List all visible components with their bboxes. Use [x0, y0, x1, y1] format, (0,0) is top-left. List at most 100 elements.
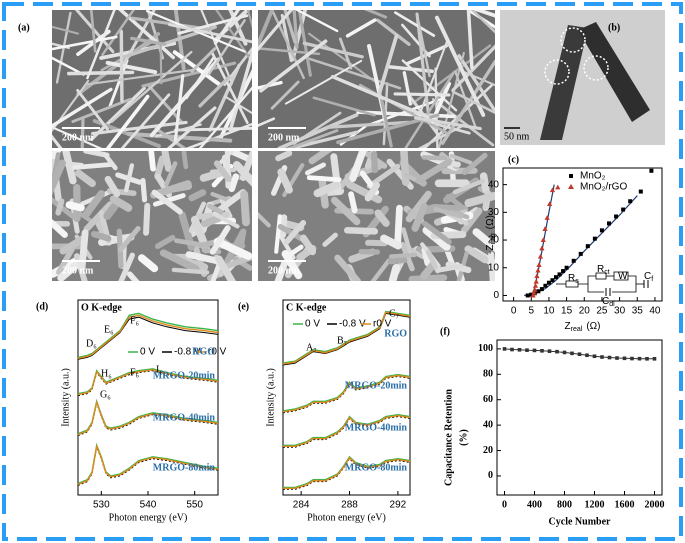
sem-rod: [137, 254, 159, 273]
point: [533, 278, 539, 284]
sem-rod: [470, 10, 495, 34]
peak-label: C₇: [389, 308, 399, 319]
point: [638, 189, 643, 194]
sem-rod: [173, 238, 210, 249]
point: [547, 349, 552, 353]
peak-label: H₆: [101, 368, 112, 379]
subscript: f: [651, 276, 653, 283]
scale-label: 200 nm: [268, 265, 300, 276]
sem-rod: [421, 246, 432, 267]
point: [525, 293, 530, 298]
sem-rod: [57, 261, 80, 281]
point: [540, 237, 546, 243]
legend-marker: [568, 184, 574, 189]
circuit-label: Rct: [597, 264, 610, 277]
label-part: R: [597, 264, 604, 275]
sem-rod: [286, 129, 339, 148]
sem-rod: [422, 84, 493, 148]
circuit-label: W: [618, 271, 628, 282]
sem-rod: [472, 10, 495, 18]
plot-frame: [282, 299, 411, 496]
peak-label: G₆: [100, 389, 111, 400]
point: [571, 258, 576, 263]
x-tick-label: 530: [93, 500, 110, 511]
sem-rod: [85, 68, 195, 86]
sem-rod: [232, 161, 252, 187]
y-axis-label: Intensity (a.u.): [60, 368, 71, 427]
label-part: (Ω): [485, 215, 496, 229]
sem-rod: [299, 234, 317, 256]
point: [600, 355, 604, 359]
sem-rod: [280, 13, 293, 63]
y-tick-label: 60: [483, 394, 493, 405]
plot-frame: [496, 339, 663, 496]
sem-rod: [479, 172, 490, 194]
x-tick-label: 800: [557, 499, 572, 510]
x-tick-label: 0: [502, 499, 507, 510]
y-axis-label: -Zimg (Ω): [485, 215, 498, 254]
sem-rod: [434, 15, 486, 117]
sem-rod: [388, 263, 400, 281]
sem-rod: [108, 59, 129, 108]
point: [529, 292, 534, 297]
point: [649, 168, 654, 173]
sem-rod: [452, 178, 485, 195]
y-tick-label: 40: [488, 179, 500, 190]
y-tick-label: 30: [488, 207, 500, 218]
sem-rod: [159, 42, 163, 85]
sem-rod: [451, 90, 495, 115]
point: [537, 253, 544, 259]
sem-rod: [421, 155, 447, 161]
sem-rod: [414, 116, 482, 131]
sem-rod: [370, 258, 391, 281]
sem-rod: [62, 151, 77, 185]
x-tick-label: 5: [528, 306, 534, 317]
point: [637, 356, 642, 361]
x-tick-label: 0: [511, 306, 517, 317]
x-axis-label: Photon energy (eV): [109, 512, 188, 523]
sem-rod: [147, 84, 183, 124]
sem-rod: [166, 106, 217, 148]
y-tick-label: 100: [478, 343, 493, 354]
sem-image: [258, 10, 495, 148]
sem-rod: [83, 201, 113, 232]
sem-rod: [460, 207, 483, 234]
sem-rod: [258, 117, 276, 127]
label-part: C: [602, 296, 609, 307]
peak-label: E₆: [104, 324, 114, 335]
sem-rod: [90, 230, 112, 242]
legend-label: -0.8 V: [174, 347, 201, 358]
chart-title: C K-edge: [286, 302, 327, 313]
y-tick-label: 10: [488, 262, 500, 273]
spectrum: [282, 374, 411, 413]
sem-rod: [461, 152, 488, 176]
point: [549, 187, 556, 193]
point: [592, 236, 597, 241]
legend-label: MnO₂/rGO: [580, 182, 627, 193]
sem-rod: [198, 86, 252, 148]
sem-rod: [275, 151, 293, 162]
spectrum: [283, 456, 411, 489]
sem-image: [52, 151, 252, 281]
sem-rod: [216, 151, 235, 167]
chart-title: O K-edge: [81, 302, 122, 313]
label-part: (Ω): [586, 321, 600, 332]
subscript: real: [571, 326, 583, 333]
sem-rod: [411, 202, 428, 232]
point: [622, 356, 627, 361]
point: [517, 347, 522, 352]
x-tick-label: 292: [390, 500, 407, 511]
point: [510, 347, 514, 352]
y-tick-label: 80: [483, 369, 493, 380]
sem-rod: [82, 190, 105, 219]
group-label: MRGO-40min: [153, 412, 216, 423]
sem-rod: [104, 175, 121, 198]
subscript: s: [575, 278, 579, 285]
sem-rod: [302, 41, 364, 59]
sem-rod: [304, 162, 326, 176]
sem-rod: [425, 249, 440, 274]
sem-image: [258, 151, 495, 281]
label-part: -Z: [485, 244, 496, 253]
point: [554, 275, 558, 280]
